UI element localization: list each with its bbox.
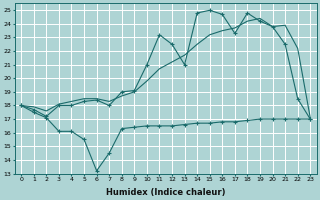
- X-axis label: Humidex (Indice chaleur): Humidex (Indice chaleur): [106, 188, 226, 197]
